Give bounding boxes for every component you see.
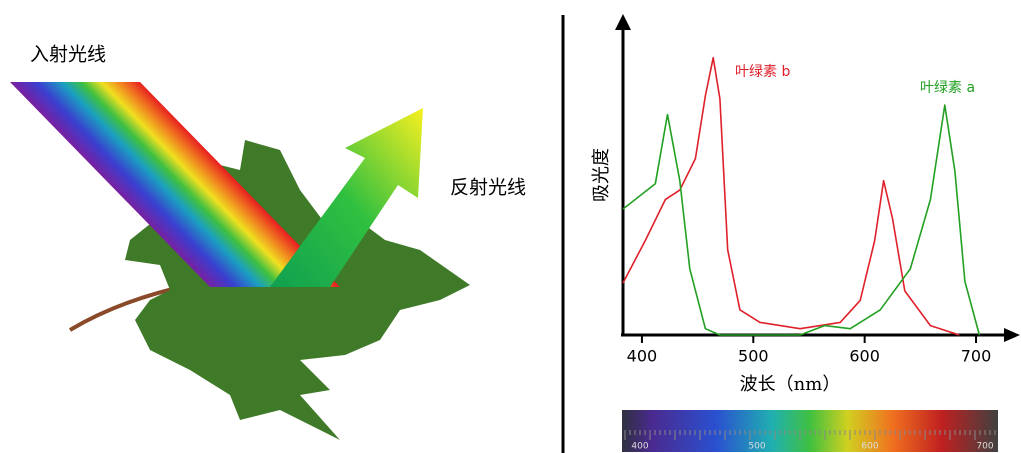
spectrum-label: 400 (631, 442, 648, 452)
y-axis-label: 吸光度 (591, 148, 612, 202)
y-axis-arrow (615, 14, 631, 30)
x-axis-label: 波长（nm） (740, 374, 841, 395)
x-tick-label: 400 (627, 347, 658, 366)
series-label: 叶绿素 b (735, 64, 790, 80)
series-label: 叶绿素 a (920, 80, 975, 96)
incident-label: 入射光线 (30, 44, 106, 66)
spectrum-label: 500 (748, 442, 765, 452)
spectrum-label: 600 (861, 442, 878, 452)
series-line (623, 105, 979, 335)
x-axis-arrow (1004, 328, 1020, 342)
x-tick-label: 600 (849, 347, 880, 366)
series-line (623, 58, 959, 335)
page: 入射光线 反射光线 波长（nm） 吸光度 400 500 600 700 叶绿素 b 叶绿… (0, 0, 1021, 453)
spectrum-label: 700 (976, 442, 993, 452)
reflected-label: 反射光线 (450, 177, 526, 199)
x-tick-label: 700 (961, 347, 992, 366)
x-tick-label: 500 (738, 347, 769, 366)
